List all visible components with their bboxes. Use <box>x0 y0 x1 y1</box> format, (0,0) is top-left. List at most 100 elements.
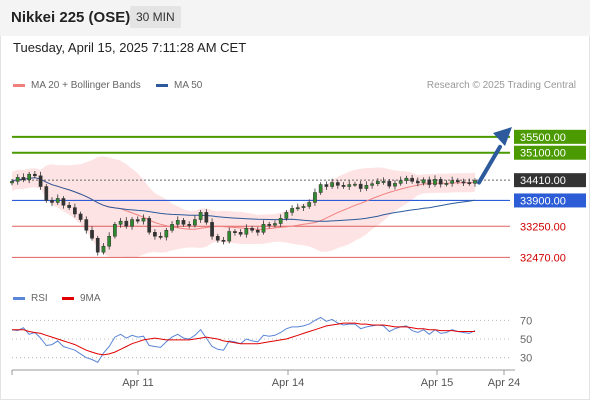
candle-body <box>38 175 43 187</box>
candle <box>433 175 437 187</box>
candle <box>238 229 243 237</box>
candle-body <box>124 220 129 227</box>
legend-rsi-label: RSI <box>31 293 48 304</box>
instrument-title: Nikkei 225 (OSE) <box>11 9 131 26</box>
candle <box>55 194 60 205</box>
candle <box>347 180 352 190</box>
candle-body <box>61 198 66 206</box>
legend-ma50: MA 50 <box>156 80 202 91</box>
candle-body <box>261 224 266 233</box>
candle-body <box>181 220 186 225</box>
candle <box>221 237 226 245</box>
candle <box>90 226 94 241</box>
candle <box>250 225 254 233</box>
candle <box>204 209 209 225</box>
candle <box>278 214 283 227</box>
legend-rsi: RSI <box>13 293 48 304</box>
candle <box>141 214 146 225</box>
candle-body <box>387 181 392 187</box>
candle <box>461 178 466 186</box>
candle-body <box>233 231 237 233</box>
candle <box>15 174 20 185</box>
level-label-bg-34410 <box>514 173 586 188</box>
level-label-34410: 34410.00 <box>520 175 566 187</box>
candle-body <box>101 245 106 253</box>
candle-body <box>415 181 420 184</box>
candle-body <box>158 236 163 238</box>
candle-body <box>50 200 54 203</box>
interval-selector[interactable]: 30 MIN <box>130 6 181 28</box>
x-axis-label: Apr 11 <box>122 377 154 389</box>
candle <box>33 171 37 179</box>
candle <box>467 178 472 186</box>
ma50-line <box>11 177 476 222</box>
candle <box>67 202 72 210</box>
candle <box>255 227 260 236</box>
candle <box>164 227 169 241</box>
candle-body <box>15 177 20 182</box>
candle-body <box>84 219 89 231</box>
candle-body <box>358 183 363 189</box>
candle <box>364 181 369 191</box>
candle-body <box>398 180 403 184</box>
candle <box>410 175 414 184</box>
candle-body <box>410 177 414 182</box>
rsi-level-label-30: 30 <box>520 353 532 365</box>
candle <box>341 182 346 189</box>
candle-body <box>313 192 317 203</box>
candle <box>353 181 357 187</box>
candle <box>261 220 266 235</box>
candle-body <box>450 180 454 184</box>
candle-body <box>244 228 249 235</box>
candle-body <box>55 198 60 203</box>
candle-body <box>438 179 443 185</box>
price-levels <box>12 135 510 258</box>
candle <box>290 205 294 216</box>
candle-body <box>290 208 294 213</box>
credit: Research © 2025 Trading Central <box>426 80 576 91</box>
bollinger-bands <box>12 156 475 258</box>
candle-body <box>404 177 409 181</box>
legend-ma50-label: MA 50 <box>174 80 203 91</box>
candle-body <box>210 222 214 237</box>
candle-body <box>44 186 49 201</box>
legend-9ma-swatch <box>62 297 74 300</box>
candle <box>147 215 152 235</box>
rsi-level-label-70: 70 <box>520 315 532 327</box>
candle <box>124 217 129 229</box>
candle-body <box>170 224 174 231</box>
legend-rsi-swatch <box>13 297 25 300</box>
candle <box>84 216 89 234</box>
forecast-arrow-head <box>493 127 512 146</box>
candle <box>187 221 192 229</box>
x-axis-label: Apr 15 <box>421 377 453 389</box>
candle-body <box>370 183 374 186</box>
level-labels: 35500.00 35100.00 34410.00 33900.00 33250.00… <box>514 129 586 264</box>
candle <box>335 180 340 189</box>
candle <box>324 181 329 190</box>
candle-body <box>95 237 100 253</box>
candle-body <box>307 202 312 207</box>
candle-body <box>375 181 380 184</box>
candle-body <box>175 220 180 225</box>
candle-body <box>444 183 449 185</box>
candle-body <box>318 184 323 193</box>
candle-body <box>107 236 112 247</box>
candle-body <box>381 181 386 183</box>
candle-body <box>295 207 300 210</box>
candle <box>27 171 31 184</box>
candle-body <box>67 204 72 208</box>
candle-body <box>267 224 272 226</box>
candle <box>101 243 106 255</box>
candle-body <box>427 179 432 185</box>
candle-body <box>21 177 26 181</box>
candle <box>233 229 237 236</box>
legend-9ma: 9MA <box>62 293 101 304</box>
x-axis-label: Apr 14 <box>272 377 304 389</box>
candle <box>193 215 197 228</box>
level-label-bg-35100 <box>514 145 586 160</box>
candle-body <box>353 183 357 186</box>
candle <box>330 178 334 189</box>
rsi-ma9-line <box>12 322 475 356</box>
chart-header: Nikkei 225 (OSE) 30 MIN <box>0 0 590 36</box>
